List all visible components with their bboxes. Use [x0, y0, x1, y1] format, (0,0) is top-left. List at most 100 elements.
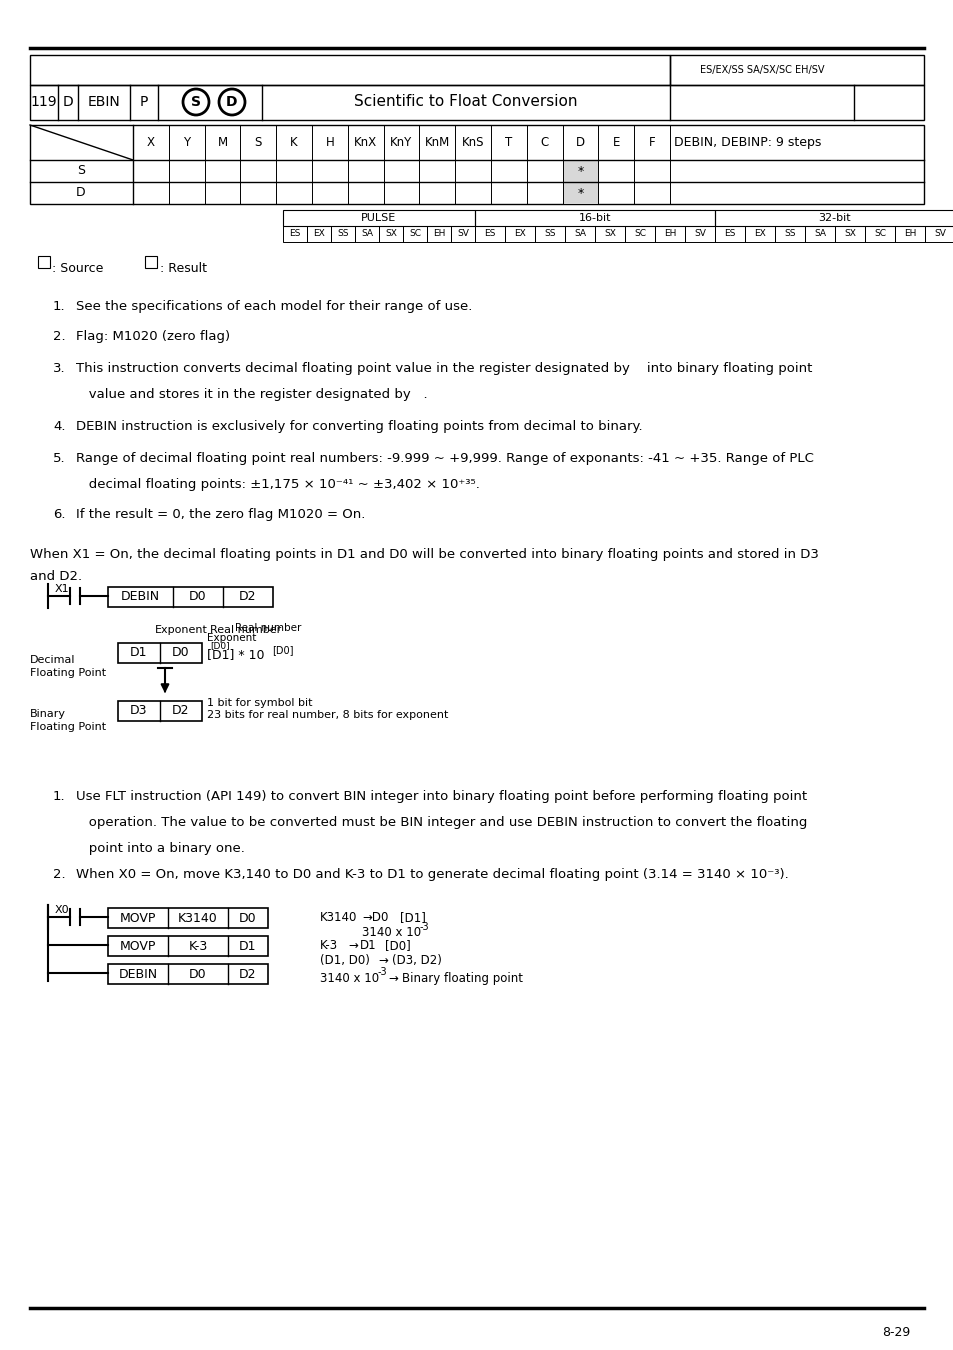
Text: K: K	[290, 136, 297, 148]
Bar	[669, 55, 923, 85]
Text: 4.: 4.	[53, 420, 66, 433]
Text: S: S	[77, 165, 85, 177]
Text: -3: -3	[377, 967, 387, 977]
Text: If the result = 0, the zero flag M1020 = On.: If the result = 0, the zero flag M1020 =…	[76, 508, 365, 521]
Text: S: S	[254, 136, 262, 148]
Text: 3140 x 10: 3140 x 10	[319, 972, 378, 986]
Bar	[108, 587, 273, 608]
Text: 23 bits for real number, 8 bits for exponent: 23 bits for real number, 8 bits for expo…	[207, 710, 448, 720]
Text: D0: D0	[189, 968, 207, 980]
Text: Real number: Real number	[210, 625, 281, 634]
Text: ES: ES	[484, 230, 496, 239]
Text: D1: D1	[359, 940, 376, 952]
Text: SS: SS	[783, 230, 795, 239]
Bar	[774, 225, 804, 242]
Bar	[595, 225, 624, 242]
Text: S: S	[191, 95, 201, 109]
Text: EH: EH	[433, 230, 445, 239]
Text: D0: D0	[239, 911, 256, 925]
Text: →: →	[348, 940, 357, 952]
Text: When X0 = On, move K3,140 to D0 and K-3 to D1 to generate decimal floating point: When X0 = On, move K3,140 to D0 and K-3 …	[76, 868, 788, 882]
Bar	[564, 225, 595, 242]
Bar	[145, 256, 157, 269]
Text: 5.: 5.	[53, 452, 66, 464]
Text: F: F	[648, 136, 655, 148]
Text: D2: D2	[172, 705, 190, 717]
Text: 1 bit for symbol bit: 1 bit for symbol bit	[207, 698, 313, 707]
Bar	[378, 225, 402, 242]
Text: K-3: K-3	[188, 940, 208, 953]
Bar	[475, 225, 504, 242]
Bar	[331, 225, 355, 242]
Text: 1.: 1.	[53, 790, 66, 803]
Text: K3140: K3140	[319, 911, 357, 923]
Bar	[283, 211, 475, 225]
Text: D: D	[63, 95, 73, 109]
Text: MOVP: MOVP	[120, 940, 156, 953]
Text: X1: X1	[55, 585, 70, 594]
Bar	[30, 55, 669, 85]
Text: SA: SA	[574, 230, 585, 239]
Bar	[30, 85, 923, 120]
Bar	[283, 225, 307, 242]
Bar	[535, 225, 564, 242]
Text: SS: SS	[543, 230, 556, 239]
Text: X0: X0	[55, 904, 70, 915]
Bar	[475, 211, 714, 225]
Text: decimal floating points: ±1,175 × 10⁻⁴¹ ~ ±3,402 × 10⁺³⁵.: decimal floating points: ±1,175 × 10⁻⁴¹ …	[76, 478, 479, 491]
Text: D0: D0	[189, 590, 207, 603]
Text: SC: SC	[409, 230, 420, 239]
Text: [D1]: [D1]	[399, 911, 425, 923]
Text: -3: -3	[419, 922, 429, 931]
Text: (D1, D0): (D1, D0)	[319, 954, 370, 967]
Text: SA: SA	[813, 230, 825, 239]
Bar	[108, 909, 268, 927]
Text: 3140 x 10: 3140 x 10	[361, 926, 420, 940]
Text: SX: SX	[603, 230, 616, 239]
Bar	[451, 225, 475, 242]
Text: H: H	[325, 136, 334, 148]
Text: D3: D3	[131, 705, 148, 717]
Bar	[655, 225, 684, 242]
Bar	[402, 225, 427, 242]
Text: KnX: KnX	[354, 136, 376, 148]
Text: DEBIN: DEBIN	[118, 968, 157, 980]
Text: X: X	[147, 136, 154, 148]
Text: D0: D0	[172, 647, 190, 660]
Text: Exponent: Exponent	[207, 633, 256, 643]
Text: *: *	[577, 186, 583, 200]
Text: 3.: 3.	[53, 362, 66, 375]
Text: ES: ES	[289, 230, 300, 239]
Bar	[108, 964, 268, 984]
Text: SV: SV	[694, 230, 705, 239]
Text: 32-bit: 32-bit	[818, 213, 850, 223]
Text: Flag: M1020 (zero flag): Flag: M1020 (zero flag)	[76, 329, 230, 343]
Text: KnS: KnS	[461, 136, 484, 148]
Text: Exponent: Exponent	[154, 625, 208, 634]
Text: SC: SC	[873, 230, 885, 239]
Text: value and stores it in the register designated by   .: value and stores it in the register desi…	[76, 387, 427, 401]
Text: D1: D1	[239, 940, 256, 953]
Text: D: D	[576, 136, 584, 148]
Text: 16-bit: 16-bit	[578, 213, 611, 223]
Text: This instruction converts decimal floating point value in the register designate: This instruction converts decimal floati…	[76, 362, 812, 375]
Text: Binary: Binary	[30, 709, 66, 720]
Text: When X1 = On, the decimal floating points in D1 and D0 will be converted into bi: When X1 = On, the decimal floating point…	[30, 548, 818, 562]
Text: 8-29: 8-29	[881, 1326, 909, 1338]
Text: D2: D2	[239, 968, 256, 980]
Bar	[307, 225, 331, 242]
Bar	[714, 225, 744, 242]
Bar	[427, 225, 451, 242]
Text: PULSE: PULSE	[361, 213, 396, 223]
Text: 6.: 6.	[53, 508, 66, 521]
Text: K3140: K3140	[178, 911, 217, 925]
Text: EX: EX	[313, 230, 325, 239]
Text: K-3: K-3	[319, 940, 337, 952]
Text: SA: SA	[360, 230, 373, 239]
Bar	[804, 225, 834, 242]
Bar	[30, 126, 923, 204]
Text: E: E	[612, 136, 619, 148]
Bar	[504, 225, 535, 242]
Bar	[108, 936, 268, 956]
Text: D2: D2	[239, 590, 256, 603]
